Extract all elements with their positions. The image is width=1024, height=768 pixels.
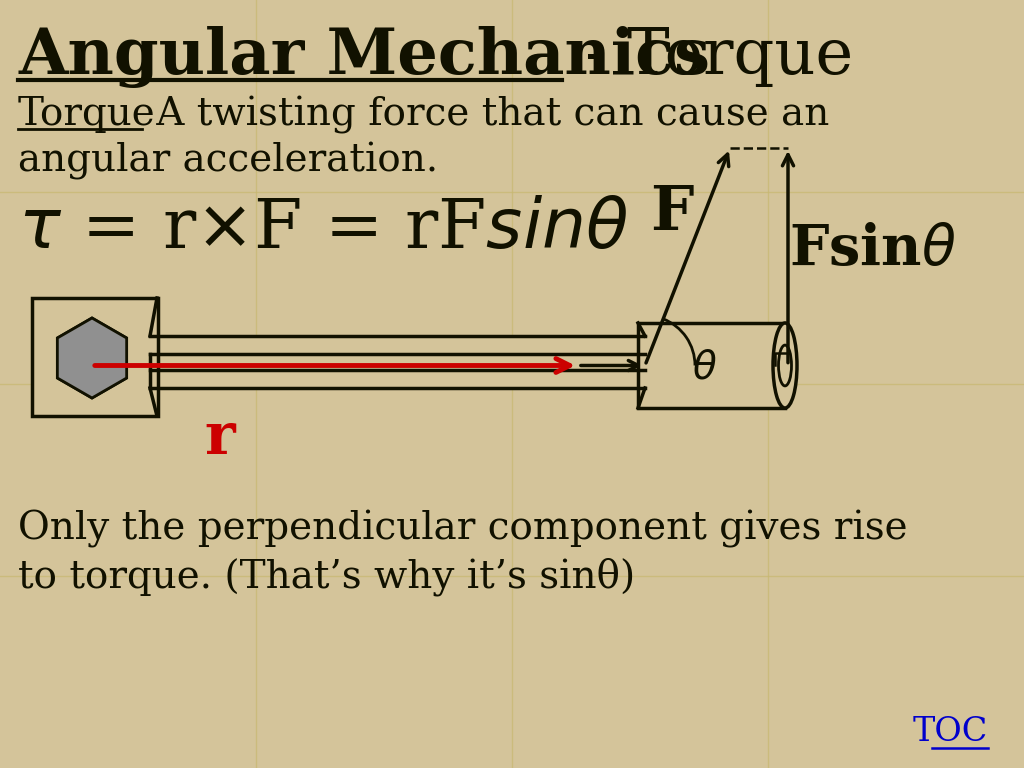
Text: $\theta$: $\theta$ <box>692 349 718 386</box>
Text: to torque. (That’s why it’s sinθ): to torque. (That’s why it’s sinθ) <box>18 558 635 597</box>
Polygon shape <box>57 318 127 398</box>
Text: r: r <box>205 410 236 466</box>
Polygon shape <box>150 370 645 388</box>
Text: Only the perpendicular component gives rise: Only the perpendicular component gives r… <box>18 510 907 548</box>
Polygon shape <box>150 354 645 370</box>
Text: Torque: Torque <box>18 96 156 133</box>
Polygon shape <box>32 298 158 416</box>
Polygon shape <box>57 318 127 398</box>
Polygon shape <box>638 323 785 408</box>
Text: $\tau$ = r$\times$F = rF$sin\theta$: $\tau$ = r$\times$F = rF$sin\theta$ <box>18 196 629 263</box>
Text: A twisting force that can cause an: A twisting force that can cause an <box>144 96 829 134</box>
Text: Angular Mechanics: Angular Mechanics <box>18 26 710 88</box>
Text: - Torque: - Torque <box>565 26 853 87</box>
Text: F: F <box>650 183 693 243</box>
Text: TOC: TOC <box>912 716 988 748</box>
Text: Fsin$\theta$: Fsin$\theta$ <box>788 223 955 277</box>
Ellipse shape <box>773 323 797 408</box>
Polygon shape <box>150 336 645 354</box>
Text: angular acceleration.: angular acceleration. <box>18 142 438 180</box>
